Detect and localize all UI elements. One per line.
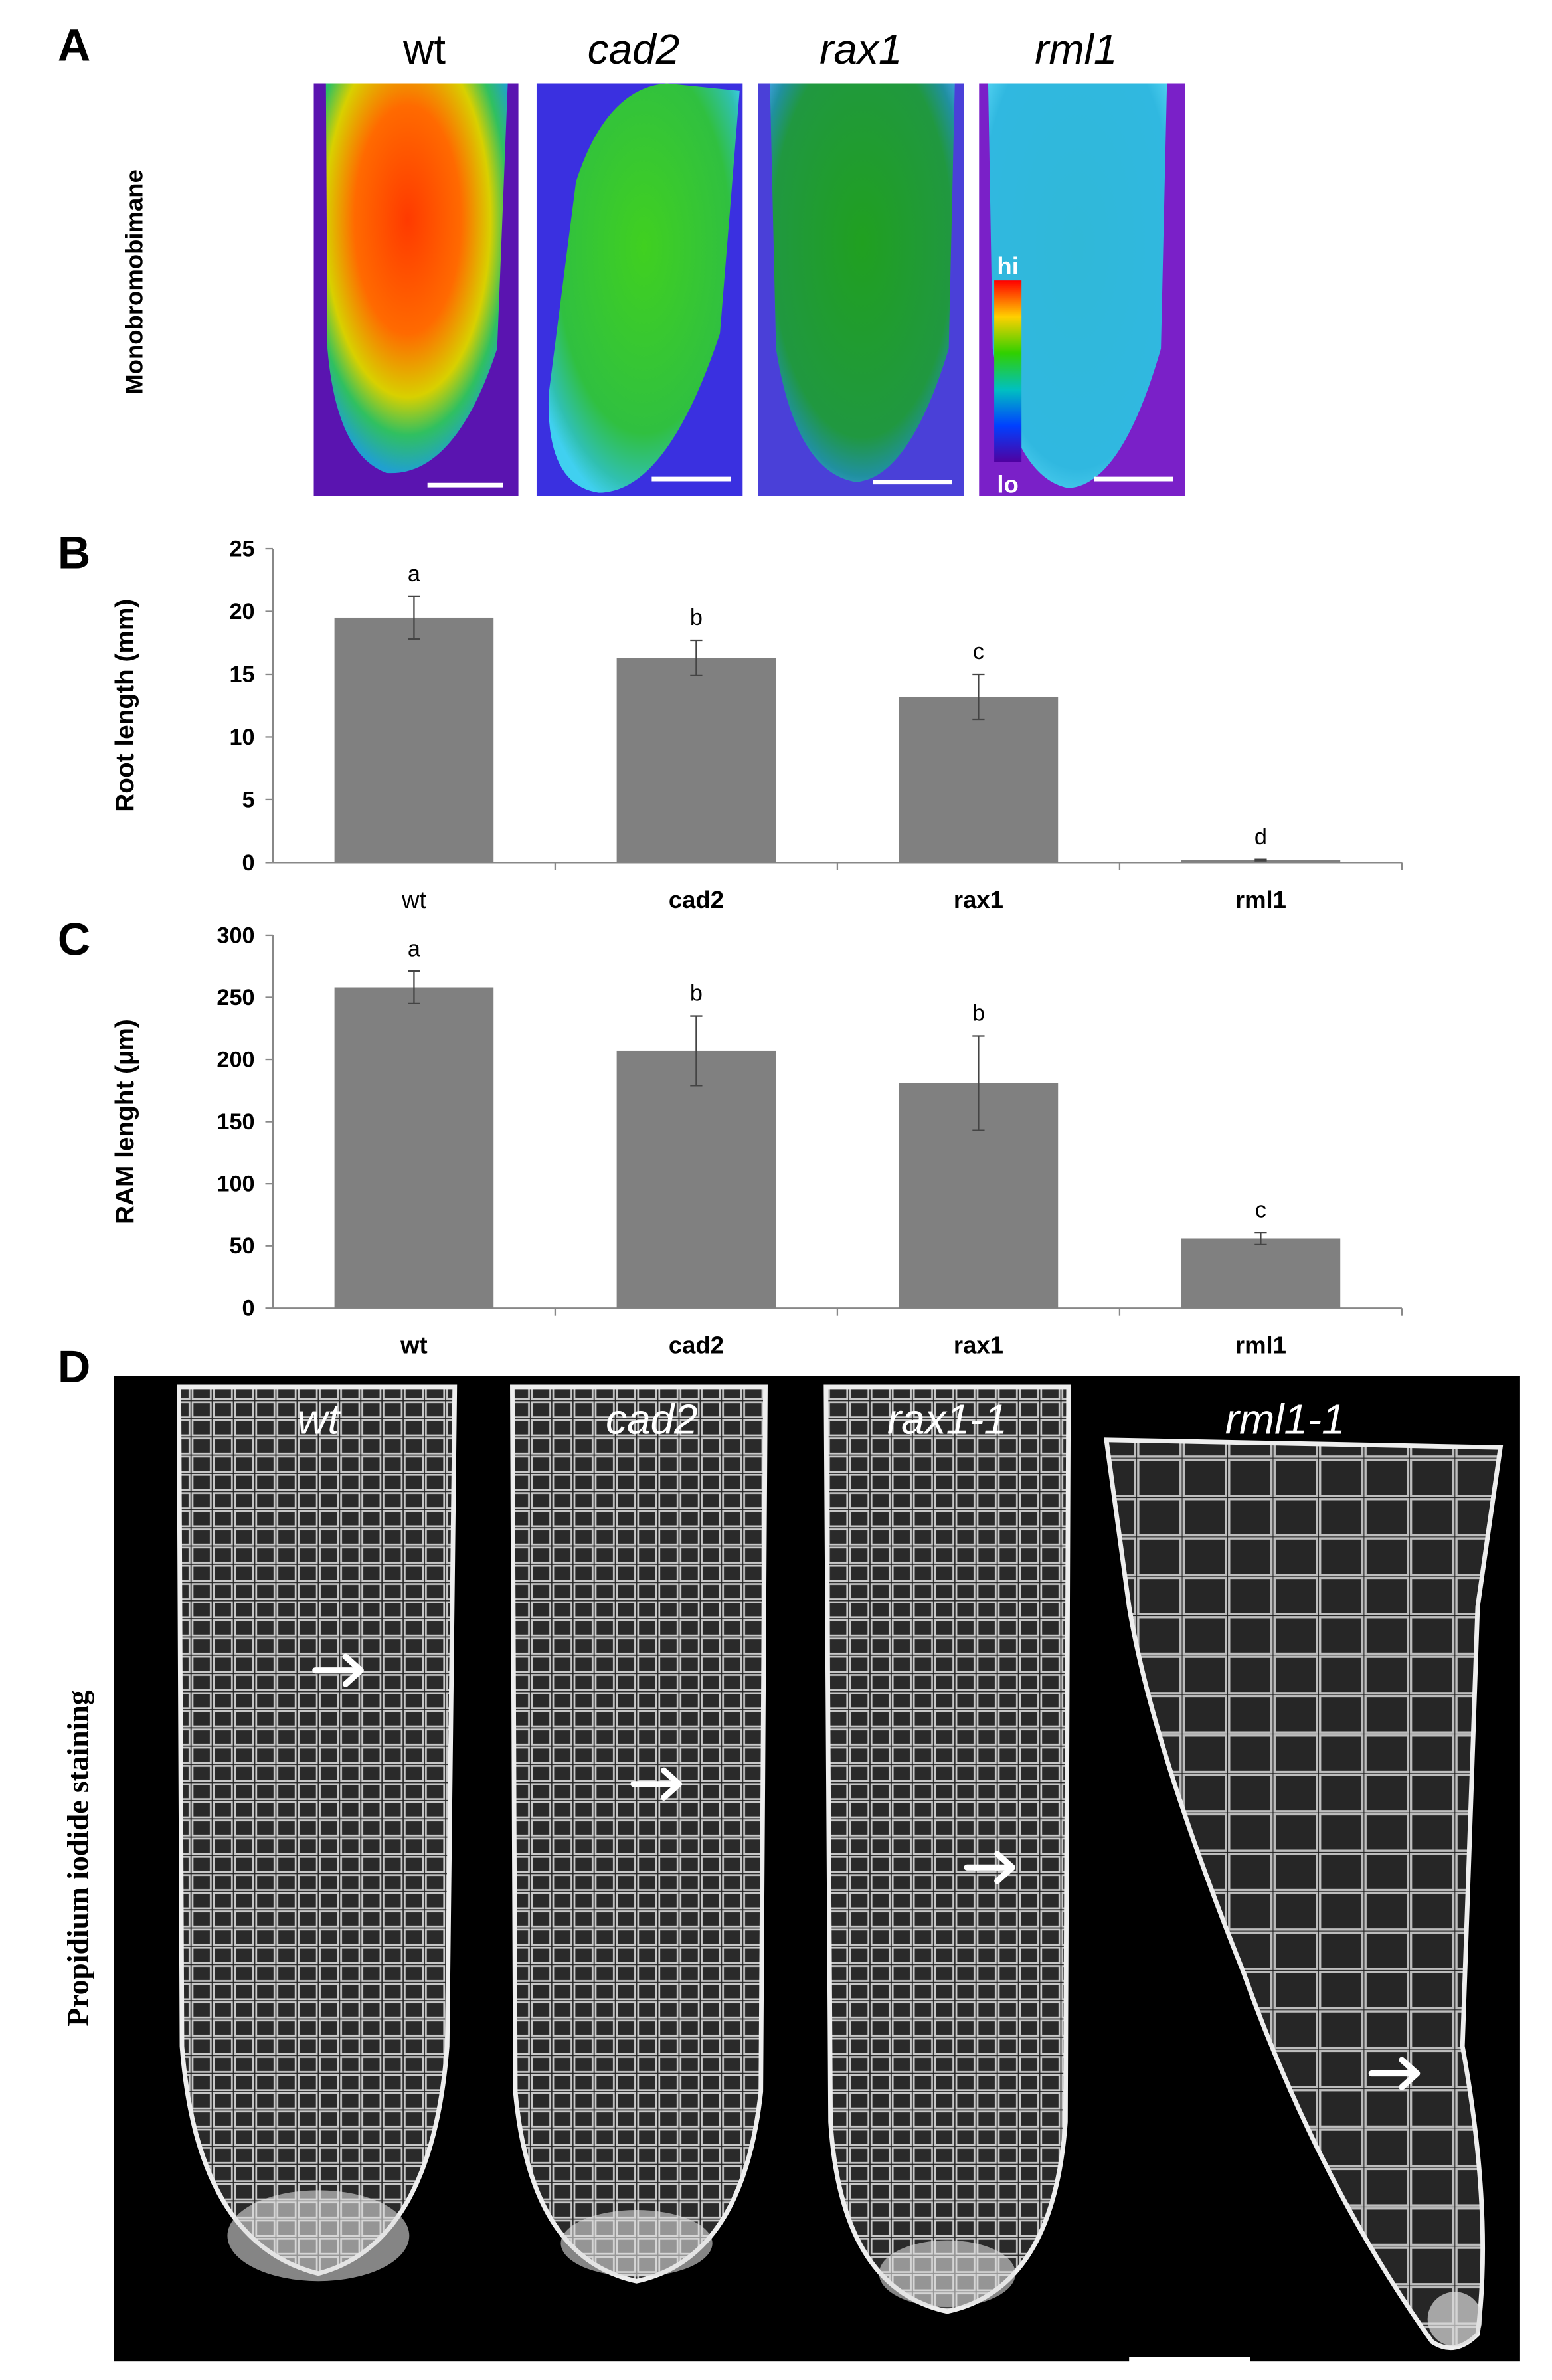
y-axis-label: Propidium iodide staining: [61, 1690, 95, 2026]
y-tick-label: 25: [229, 536, 254, 561]
panel-label: A: [58, 19, 90, 70]
y-tick-label: 150: [216, 1109, 254, 1135]
significance-letter: b: [972, 1001, 985, 1026]
bar: [616, 658, 776, 863]
y-tick-label: 200: [216, 1047, 254, 1072]
significance-letter: b: [690, 981, 703, 1006]
significance-letter: c: [1255, 1197, 1266, 1222]
root-image: [176, 1384, 458, 2276]
error-bar: [972, 673, 985, 721]
image-title: rml1: [1035, 25, 1117, 73]
error-bar: [690, 1015, 703, 1087]
y-tick-label: 10: [229, 725, 254, 750]
image-title: rml1-1: [1225, 1396, 1345, 1443]
root-image: [548, 83, 740, 493]
error-bar: [1254, 1231, 1267, 1245]
root-cap: [1427, 2292, 1482, 2347]
significance-letter: b: [690, 605, 703, 630]
panel-label: C: [58, 914, 90, 965]
x-tick-label: cad2: [669, 1332, 724, 1359]
error-bar: [408, 595, 420, 640]
y-tick-label: 100: [216, 1172, 254, 1197]
root-cap: [879, 2240, 1016, 2308]
root-cap: [227, 2190, 410, 2282]
x-tick-label: rml1: [1235, 1332, 1286, 1359]
root-image: [325, 83, 508, 474]
y-tick-label: 5: [242, 787, 254, 812]
significance-letter: a: [408, 936, 421, 961]
y-tick-label: 250: [216, 985, 254, 1010]
y-tick-label: 0: [242, 1296, 254, 1321]
image-title: rax1: [819, 25, 902, 73]
x-tick-label: wt: [401, 886, 426, 913]
panel-a-images: [313, 83, 1185, 496]
colorbar-high: hi: [997, 252, 1018, 280]
y-axis-label: RAM lenght (µm): [111, 1019, 139, 1224]
bar: [1181, 1238, 1341, 1309]
colorbar: [994, 280, 1022, 462]
error-bar: [408, 970, 420, 1004]
x-tick-label: wt: [400, 1332, 428, 1359]
arrows: [312, 1653, 1421, 2090]
bar: [334, 987, 494, 1309]
y-axis-label: Root length (mm): [111, 599, 139, 812]
bar: [616, 1050, 776, 1309]
error-bar: [690, 639, 703, 677]
panel-label: B: [58, 527, 90, 579]
root-image: [988, 83, 1167, 488]
x-tick-label: rax1: [954, 886, 1003, 913]
bar: [899, 696, 1059, 863]
image-title: rax1-1: [887, 1396, 1007, 1443]
x-tick-label: cad2: [669, 886, 724, 913]
y-tick-label: 15: [229, 662, 254, 687]
significance-letter: c: [973, 639, 984, 664]
image-title: cad2: [588, 25, 680, 73]
root-image: [823, 1384, 1071, 2314]
x-tick-label: rml1: [1235, 886, 1286, 913]
error-bar: [972, 1035, 985, 1131]
y-tick-label: 300: [216, 923, 254, 948]
y-tick-label: 50: [229, 1234, 254, 1259]
y-axis-label: Monobromobimane: [121, 169, 148, 395]
y-tick-label: 0: [242, 850, 254, 875]
image-title: cad2: [606, 1396, 698, 1443]
significance-letter: d: [1254, 824, 1267, 850]
image-title: wt: [297, 1396, 341, 1443]
colorbar-low: lo: [997, 471, 1018, 498]
root-image: [770, 83, 955, 482]
x-tick-label: rax1: [954, 1332, 1003, 1359]
root-image: [510, 1384, 768, 2284]
bar: [334, 617, 494, 863]
error-bar: [1254, 858, 1267, 862]
y-tick-label: 20: [229, 599, 254, 624]
panel-label: D: [58, 1341, 90, 1392]
root-image: [1104, 1437, 1504, 2351]
root-cap: [560, 2209, 713, 2277]
image-title: wt: [402, 25, 446, 73]
significance-letter: a: [408, 561, 421, 587]
panel-d-images: [114, 1376, 1520, 2363]
